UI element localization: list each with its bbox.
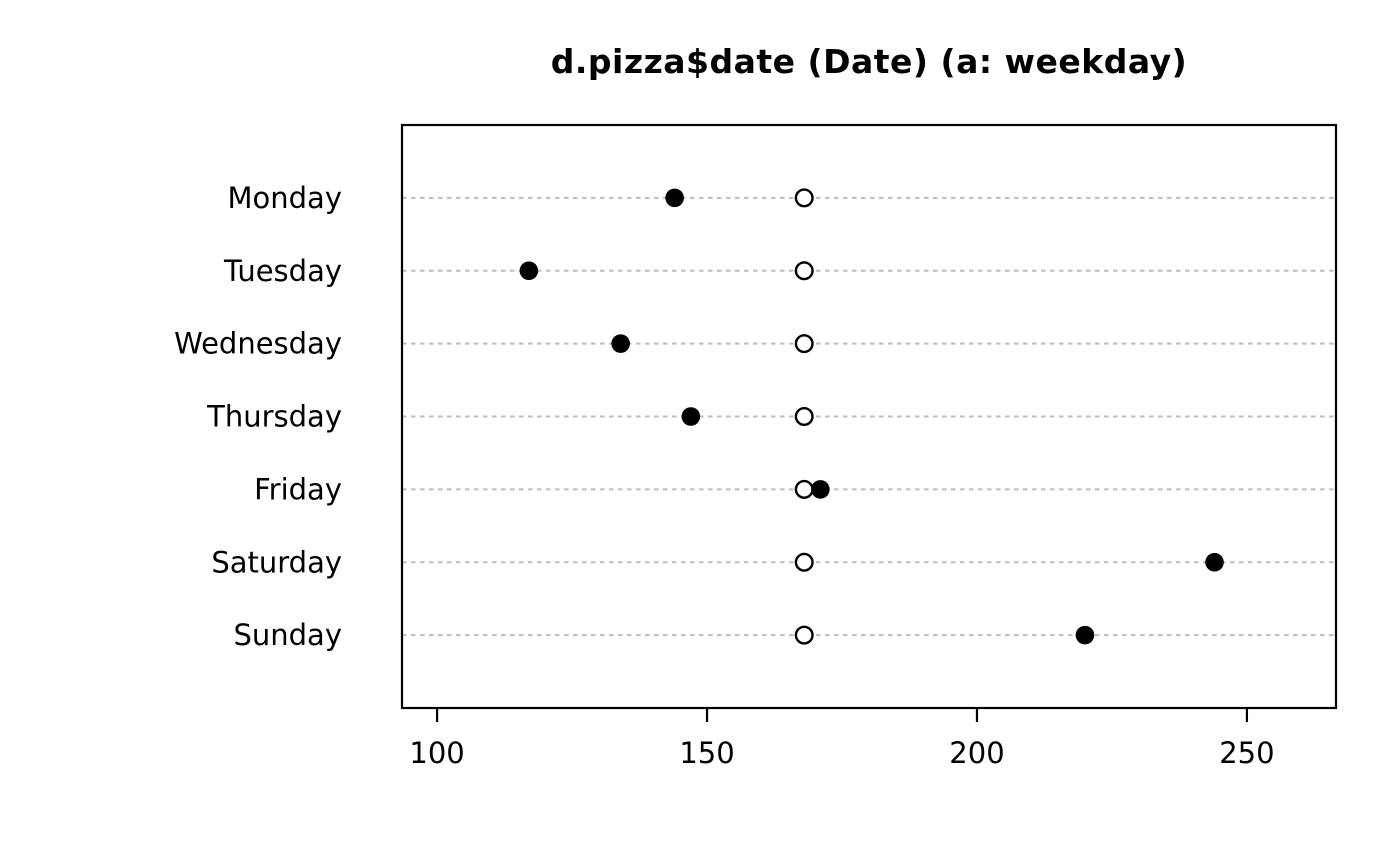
x-tick-label: 150 xyxy=(679,736,734,770)
category-label: Tuesday xyxy=(223,254,342,288)
data-point-observed-filled-dot xyxy=(1205,552,1224,572)
data-point-observed-filled-dot xyxy=(681,407,701,426)
x-tick-label: 100 xyxy=(409,736,464,770)
category-label: Monday xyxy=(228,181,343,215)
data-point-expected-open-circle xyxy=(794,188,814,208)
data-point-expected-open-circle xyxy=(794,334,814,354)
category-label: Sunday xyxy=(233,618,342,652)
data-point-expected-open-circle xyxy=(794,479,814,499)
category-label: Wednesday xyxy=(174,327,342,361)
data-point-observed-filled-dot xyxy=(611,334,630,353)
plot-border xyxy=(400,123,1338,710)
data-point-expected-open-circle xyxy=(794,625,814,645)
x-tick-label: 250 xyxy=(1219,736,1274,770)
category-label: Saturday xyxy=(211,545,342,579)
chart-title: d.pizza$date (Date) (a: weekday) xyxy=(550,42,1188,81)
category-label: Friday xyxy=(254,472,342,506)
category-label: Thursday xyxy=(206,400,342,434)
data-point-observed-filled-dot xyxy=(811,480,830,499)
x-tick-label: 200 xyxy=(949,736,1004,770)
data-point-observed-filled-dot xyxy=(519,261,539,281)
data-point-expected-open-circle xyxy=(794,261,814,281)
data-point-expected-open-circle xyxy=(794,552,814,572)
data-point-expected-open-circle xyxy=(794,407,814,427)
data-point-observed-filled-dot xyxy=(1075,625,1095,645)
data-point-observed-filled-dot xyxy=(665,188,684,208)
